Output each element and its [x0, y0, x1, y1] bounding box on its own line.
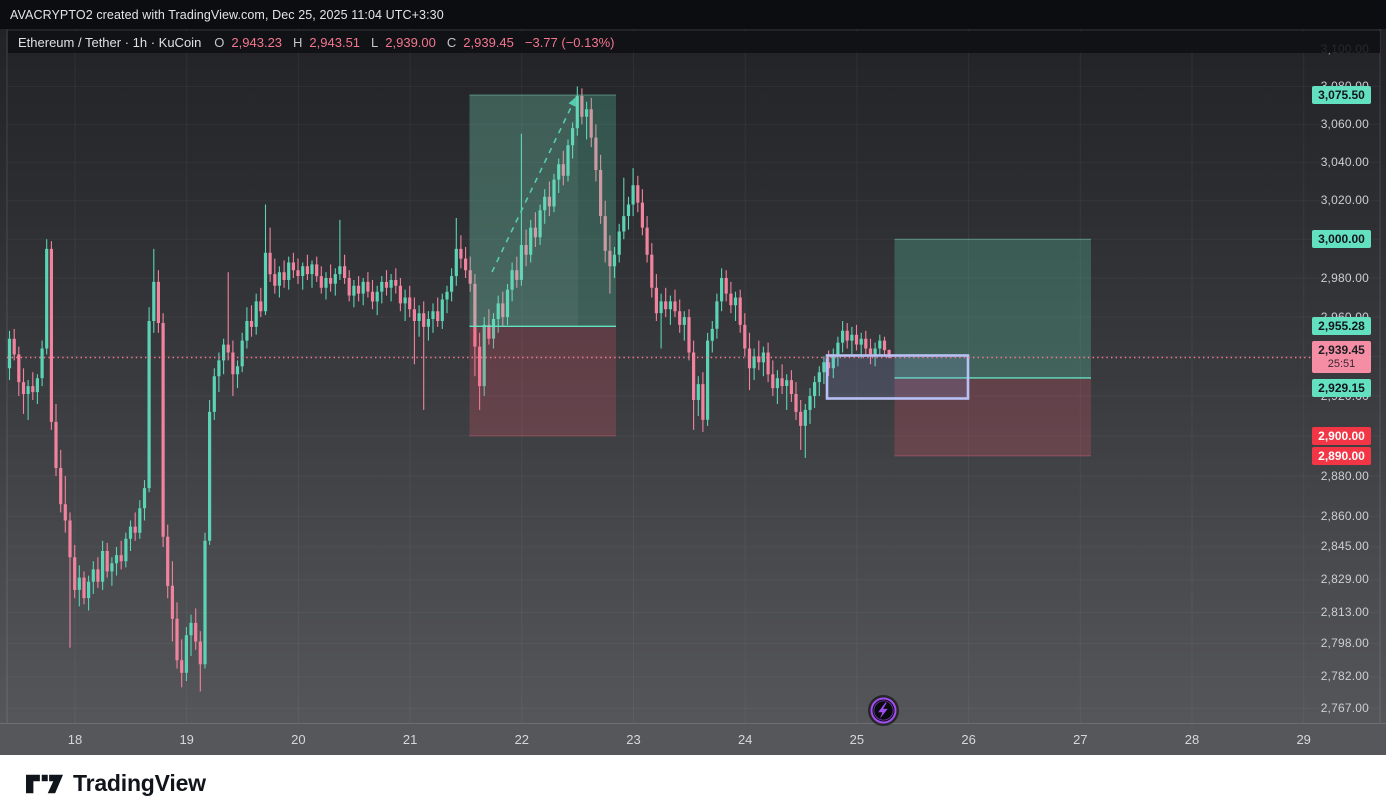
date-label-18: 18: [67, 732, 83, 747]
badge-outer-ring: [868, 695, 899, 726]
open-label: O: [214, 34, 225, 50]
long-position-tool: [894, 238, 1091, 457]
date-label-27: 27: [1073, 732, 1088, 747]
brand-text[interactable]: TradingView: [73, 770, 206, 796]
date-label-23: 23: [626, 732, 641, 747]
date-label-26: 26: [961, 732, 976, 747]
attribution-bar: AVACRYPTO2 created with TradingView.com,…: [0, 0, 1386, 29]
low-label: L: [371, 34, 379, 50]
badge-inner-ring: [873, 700, 894, 721]
date-label-20: 20: [291, 732, 306, 747]
lightning-bolt-icon: [878, 702, 888, 719]
close-label: C: [446, 34, 457, 50]
price-chart-canvas[interactable]: [0, 29, 1386, 723]
date-label-25: 25: [849, 732, 865, 747]
time-axis[interactable]: 18 19 20 21 22 23 24 25 26 27 28 29: [0, 723, 1386, 755]
flash-boost-badge[interactable]: [868, 695, 899, 726]
trendline-arrow: [491, 96, 577, 273]
date-label-29: 29: [1296, 732, 1311, 747]
long-position-tool: [469, 94, 616, 437]
symbol-info-bar[interactable]: Ethereum / Tether · 1h · KuCoin O 2,943.…: [8, 31, 1380, 53]
close-value: 2,939.45: [463, 34, 514, 50]
candles-layer: [7, 96, 891, 673]
open-value: 2,943.23: [231, 34, 283, 50]
high-value: 2,943.51: [309, 34, 361, 50]
high-label: H: [293, 34, 303, 50]
change-value: −3.77 (−0.13%): [524, 34, 615, 50]
date-label-24: 24: [737, 732, 753, 747]
chart-area[interactable]: 3,100.003,080.003,060.003,040.003,020.00…: [0, 29, 1386, 723]
date-label-28: 28: [1184, 732, 1200, 747]
low-value: 2,939.00: [385, 34, 436, 50]
date-label-19: 19: [179, 732, 194, 747]
candle-wicks: [8, 86, 890, 692]
symbol-title[interactable]: Ethereum / Tether · 1h · KuCoin: [18, 34, 202, 50]
attribution-text: AVACRYPTO2 created with TradingView.com,…: [10, 7, 444, 22]
footer: TradingView: [0, 755, 1386, 812]
rectangle-drawing: [825, 354, 970, 400]
date-label-21: 21: [402, 732, 418, 747]
tradingview-logo[interactable]: [26, 772, 63, 796]
date-label-22: 22: [514, 732, 530, 747]
